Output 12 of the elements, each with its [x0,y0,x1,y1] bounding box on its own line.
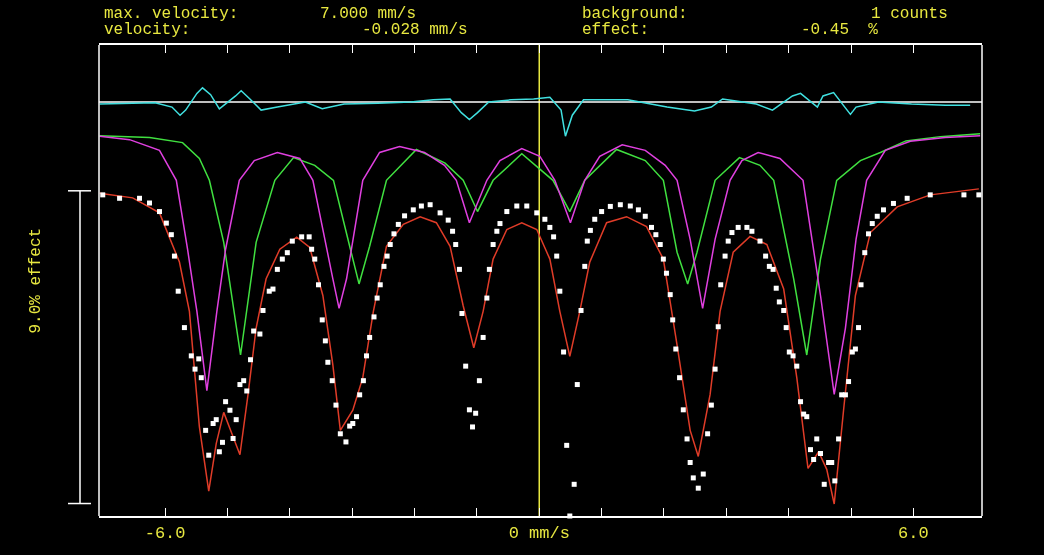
text: -0.45 % [801,21,879,39]
text: max. velocity: [104,5,239,23]
x-tick-label: -6.0 [144,524,186,544]
text: effect: [582,21,650,39]
text: background: [582,5,688,23]
x-tick-label: 0 mm/s [508,524,570,544]
text: -0.028 mm/s [362,21,468,39]
x-tick-label: 6.0 [898,524,929,544]
text: 7.000 mm/s [320,5,417,23]
text: velocity: [104,21,191,39]
text: 1 counts [871,5,948,23]
y-axis-title: 9.0% effect [26,227,45,334]
